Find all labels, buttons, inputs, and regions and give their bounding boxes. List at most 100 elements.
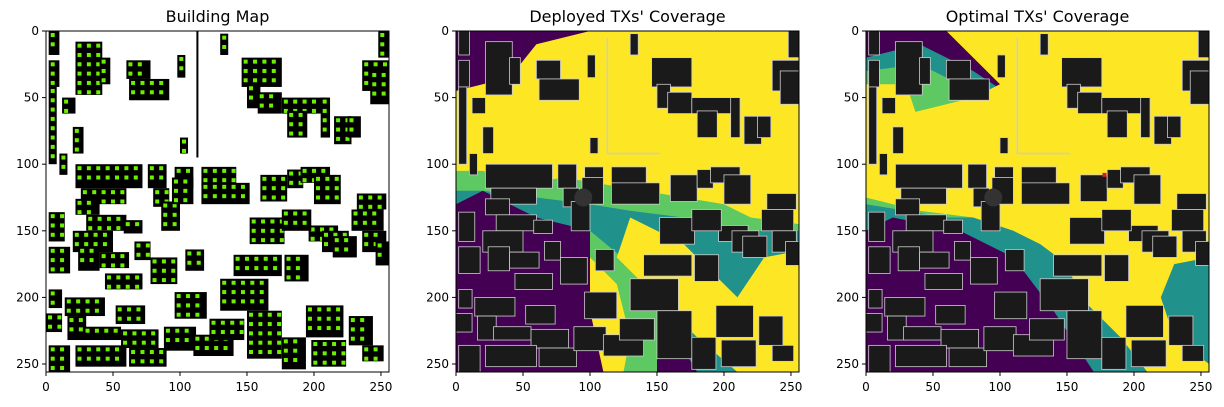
building bbox=[761, 209, 795, 232]
tx-marker bbox=[159, 359, 164, 364]
tx-marker bbox=[334, 176, 339, 181]
tx-marker bbox=[93, 232, 98, 237]
building bbox=[742, 235, 768, 258]
building bbox=[538, 78, 580, 101]
tx-marker bbox=[254, 266, 259, 271]
tx-marker bbox=[116, 226, 121, 231]
tx-marker bbox=[271, 176, 276, 181]
tx-marker bbox=[48, 315, 53, 320]
tx-marker bbox=[372, 211, 377, 216]
tx-marker bbox=[50, 347, 55, 352]
building bbox=[919, 251, 950, 269]
tx-marker bbox=[50, 116, 55, 121]
building bbox=[209, 318, 245, 341]
building bbox=[967, 163, 987, 189]
tx-marker bbox=[186, 168, 191, 173]
building bbox=[129, 78, 170, 101]
tx-marker bbox=[171, 278, 176, 283]
building bbox=[656, 310, 693, 360]
tx-marker bbox=[85, 328, 90, 333]
tx-marker bbox=[125, 284, 130, 289]
building bbox=[1152, 235, 1178, 258]
tx-marker bbox=[77, 166, 82, 171]
tx-marker bbox=[137, 71, 142, 76]
tx-marker bbox=[88, 216, 93, 221]
tx-marker bbox=[115, 356, 120, 361]
tx-marker bbox=[377, 204, 382, 209]
building bbox=[691, 336, 717, 370]
building bbox=[48, 345, 71, 372]
tx-marker bbox=[77, 43, 82, 48]
tx-marker bbox=[230, 320, 235, 325]
tx-marker bbox=[240, 290, 245, 295]
tx-marker bbox=[89, 248, 94, 253]
building bbox=[943, 219, 963, 234]
tx-marker bbox=[86, 90, 91, 95]
tx-marker bbox=[50, 135, 55, 140]
tx-marker bbox=[173, 188, 178, 193]
building bbox=[75, 41, 103, 95]
building bbox=[538, 347, 577, 368]
tx-marker bbox=[358, 195, 363, 200]
tx-marker bbox=[140, 350, 145, 355]
tx-marker bbox=[161, 278, 166, 283]
tx-marker bbox=[325, 176, 330, 181]
tx-marker bbox=[258, 331, 263, 336]
tx-marker bbox=[175, 328, 180, 333]
tx-marker bbox=[101, 68, 106, 73]
tx-marker bbox=[267, 312, 272, 317]
tx-marker bbox=[293, 211, 298, 216]
tx-marker bbox=[110, 263, 115, 268]
building bbox=[897, 246, 920, 272]
tx-marker bbox=[187, 251, 192, 256]
tx-marker bbox=[230, 330, 235, 335]
tx-marker bbox=[94, 299, 99, 304]
chart-title: Deployed TXs' Coverage bbox=[529, 7, 725, 26]
tx-marker bbox=[93, 242, 98, 247]
tx-marker bbox=[353, 220, 358, 225]
tx-marker bbox=[50, 267, 55, 272]
tx-marker bbox=[293, 339, 298, 344]
y-tick-label: 250 bbox=[426, 357, 449, 371]
tx-marker bbox=[317, 326, 322, 331]
tx-marker bbox=[80, 258, 85, 263]
tx-marker bbox=[211, 320, 216, 325]
tx-marker bbox=[277, 322, 282, 327]
tx-marker bbox=[104, 328, 109, 333]
x-tick-label: 0 bbox=[862, 380, 870, 394]
tx-marker bbox=[222, 184, 227, 189]
tx-marker bbox=[372, 220, 377, 225]
tx-marker bbox=[231, 299, 236, 304]
tx-marker bbox=[362, 211, 367, 216]
tx-marker bbox=[283, 99, 288, 104]
building bbox=[1039, 33, 1049, 56]
tx-marker bbox=[116, 284, 121, 289]
tx-marker bbox=[263, 266, 268, 271]
tx-marker bbox=[317, 316, 322, 321]
tx-marker bbox=[94, 308, 99, 313]
tx-marker bbox=[341, 351, 346, 356]
tx-marker bbox=[240, 184, 245, 189]
tx-marker bbox=[133, 166, 138, 171]
tx-marker bbox=[307, 316, 312, 321]
tx-marker bbox=[187, 260, 192, 265]
tx-marker bbox=[76, 308, 81, 313]
building bbox=[560, 257, 588, 285]
tx-marker bbox=[60, 267, 65, 272]
tx-marker bbox=[302, 178, 307, 183]
tx-marker bbox=[106, 216, 111, 221]
tx-marker bbox=[184, 328, 189, 333]
tx-marker bbox=[74, 128, 79, 133]
tx-marker bbox=[182, 139, 187, 144]
tx-marker bbox=[48, 324, 53, 329]
building bbox=[1195, 241, 1209, 266]
tx-marker bbox=[195, 336, 200, 341]
tx-marker bbox=[145, 243, 150, 248]
tx-marker bbox=[271, 195, 276, 200]
tx-marker bbox=[364, 232, 369, 237]
tx-marker bbox=[222, 280, 227, 285]
tx-marker bbox=[250, 290, 255, 295]
tx-marker bbox=[57, 324, 62, 329]
tx-marker bbox=[60, 258, 65, 263]
tx-marker bbox=[171, 259, 176, 264]
